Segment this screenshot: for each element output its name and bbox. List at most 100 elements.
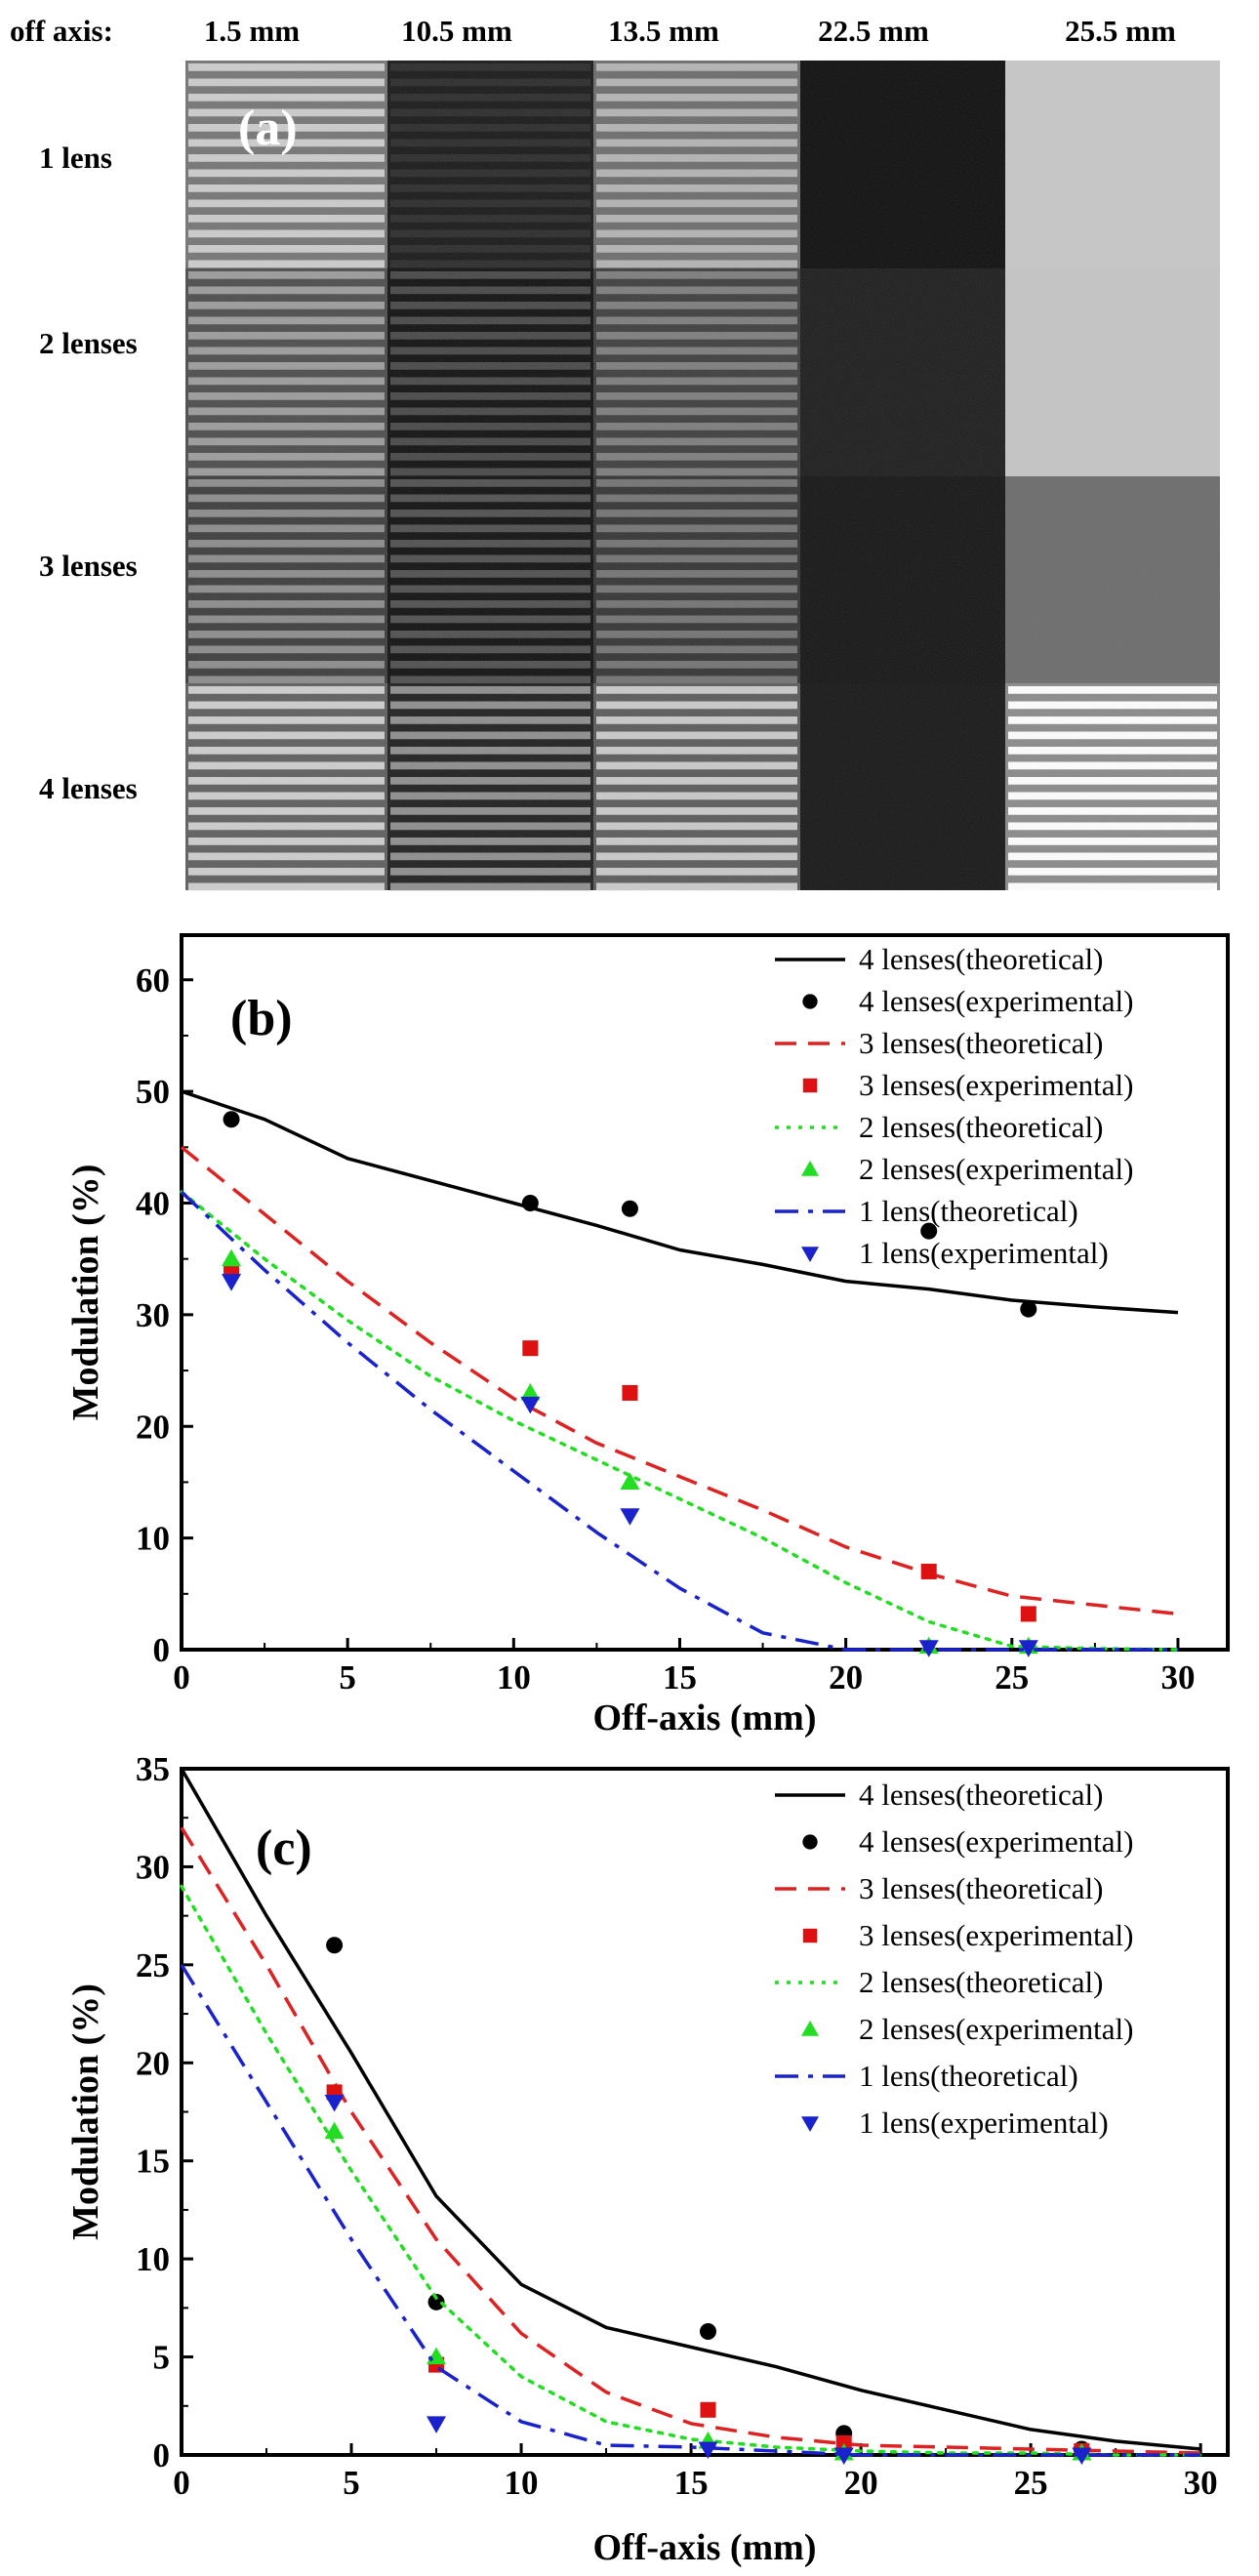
- x-tick-label: 5: [343, 2464, 360, 2502]
- data-point: [1018, 1640, 1038, 1657]
- data-point: [520, 1382, 541, 1401]
- column-header: 10.5 mm: [401, 14, 512, 48]
- image-tile: [387, 61, 593, 268]
- series-line: [181, 1089, 1179, 1315]
- data-point: [620, 1508, 640, 1526]
- image-tile: [185, 61, 387, 268]
- x-tick-label: 10: [505, 2464, 539, 2502]
- panel-a-column-headers: 1.5 mm 10.5 mm 13.5 mm 22.5 mm 25.5 mm: [204, 14, 1176, 48]
- row-label: 2 lenses: [39, 326, 138, 360]
- image-tile: [387, 476, 593, 684]
- legend-label: 2 lenses(theoretical): [859, 1110, 1103, 1144]
- y-tick-label: 35: [136, 1750, 170, 1788]
- data-point: [324, 2121, 345, 2140]
- panel-c-label: (c): [256, 1820, 312, 1876]
- y-tick-label: 5: [153, 2339, 171, 2377]
- panel-b-tick-labels: 0 5 10 15 20 25 30 0 10 20 30 40 50 60: [136, 961, 1195, 1697]
- data-point: [920, 1222, 938, 1240]
- panel-b-label: (b): [230, 991, 293, 1046]
- data-point: [223, 1111, 240, 1128]
- series-line: [180, 1190, 1178, 1652]
- x-tick-label: 20: [829, 1658, 863, 1697]
- x-tick-label: 30: [1160, 1658, 1195, 1697]
- y-tick-label: 15: [136, 2143, 170, 2181]
- legend-swatch: [802, 1928, 818, 1943]
- panel-a-row-labels: 1 lens 2 lenses 3 lenses 4 lenses: [39, 141, 138, 805]
- data-point: [835, 2434, 852, 2451]
- image-tile: [593, 268, 800, 476]
- image-tile: [1005, 683, 1220, 891]
- data-point: [522, 1340, 539, 1357]
- series-line: [180, 1884, 1202, 2457]
- row-label: 4 lenses: [39, 771, 138, 805]
- panel-b-plot-area: [180, 933, 1230, 1657]
- plot-frame: [180, 933, 1230, 1652]
- y-tick-label: 0: [153, 1631, 171, 1669]
- image-tile: [593, 476, 800, 684]
- image-tile: [185, 268, 387, 476]
- panel-a-tiles: [185, 61, 1220, 891]
- y-tick-label: 60: [136, 961, 170, 1000]
- image-tile: [593, 683, 800, 891]
- legend-entry: 3 lenses(experimental): [802, 1068, 1133, 1102]
- image-tile: [1005, 476, 1220, 683]
- y-tick-label: 10: [136, 1520, 170, 1558]
- data-point: [833, 2447, 854, 2465]
- row-label: 1 lens: [39, 141, 112, 175]
- y-tick-label: 20: [136, 1408, 170, 1446]
- data-point: [918, 1640, 939, 1657]
- x-tick-label: 15: [663, 1658, 697, 1697]
- data-point: [699, 2322, 716, 2340]
- x-tick-label: 0: [173, 2464, 190, 2502]
- legend-label: 1 lens(experimental): [859, 2106, 1109, 2140]
- data-point: [521, 1195, 539, 1211]
- panel-c-legend: 4 lenses(theoretical) 4 lenses(experiment…: [775, 1778, 1133, 2140]
- series-line: [180, 1826, 1201, 2455]
- legend-label: 1 lens(theoretical): [859, 1194, 1078, 1228]
- column-header: 13.5 mm: [608, 14, 719, 48]
- legend-entry: 3 lenses(experimental): [802, 1918, 1133, 1952]
- legend-entry: 1 lens(experimental): [801, 2106, 1109, 2140]
- legend-label: 4 lenses(experimental): [859, 1824, 1133, 1859]
- legend-entry: 4 lenses(experimental): [802, 1824, 1133, 1859]
- legend-entry: 1 lens(theoretical): [775, 2059, 1078, 2093]
- data-point: [1020, 1606, 1036, 1622]
- x-tick-label: 10: [497, 1658, 531, 1697]
- data-point: [426, 2416, 447, 2433]
- series-line: [180, 1768, 1201, 2451]
- legend-entry: 3 lenses(theoretical): [775, 1871, 1103, 1905]
- row-label: 3 lenses: [39, 549, 138, 583]
- image-tile: [593, 61, 800, 268]
- series-line: [180, 1145, 1179, 1616]
- legend-label: 2 lenses(experimental): [859, 1152, 1133, 1186]
- data-point: [621, 1200, 638, 1217]
- image-tile: [800, 476, 1005, 683]
- x-tick-label: 5: [339, 1658, 356, 1697]
- legend-entry: 4 lenses(theoretical): [775, 1778, 1103, 1812]
- data-point: [222, 1274, 242, 1291]
- legend-label: 4 lenses(theoretical): [859, 1778, 1103, 1812]
- legend-label: 1 lens(experimental): [859, 1236, 1109, 1270]
- legend-entry: 2 lenses(experimental): [801, 2012, 1133, 2046]
- legend-entry: 2 lenses(theoretical): [775, 1965, 1103, 1999]
- x-tick-label: 15: [674, 2464, 709, 2502]
- y-tick-label: 30: [136, 1848, 170, 1886]
- legend-label: 3 lenses(theoretical): [859, 1871, 1103, 1905]
- data-point: [222, 1248, 242, 1267]
- panel-b-legend: 4 lenses(theoretical) 4 lenses(experiment…: [775, 942, 1133, 1270]
- legend-label: 4 lenses(theoretical): [859, 942, 1103, 976]
- image-tile: [1005, 268, 1220, 476]
- y-tick-label: 20: [136, 2044, 170, 2082]
- legend-swatch: [802, 1834, 818, 1850]
- legend-entry: 1 lens(experimental): [801, 1236, 1109, 1270]
- panel-b-y-axis-label: Modulation (%): [65, 1165, 106, 1421]
- image-tile: [185, 683, 387, 891]
- column-header: 25.5 mm: [1065, 14, 1176, 48]
- legend-label: 3 lenses(theoretical): [859, 1026, 1103, 1060]
- image-tile: [800, 61, 1005, 268]
- legend-label: 2 lenses(theoretical): [859, 1965, 1103, 1999]
- legend-label: 3 lenses(experimental): [859, 1068, 1133, 1102]
- data-point: [426, 2347, 447, 2365]
- y-tick-label: 25: [136, 1946, 170, 1984]
- y-tick-label: 30: [136, 1296, 170, 1334]
